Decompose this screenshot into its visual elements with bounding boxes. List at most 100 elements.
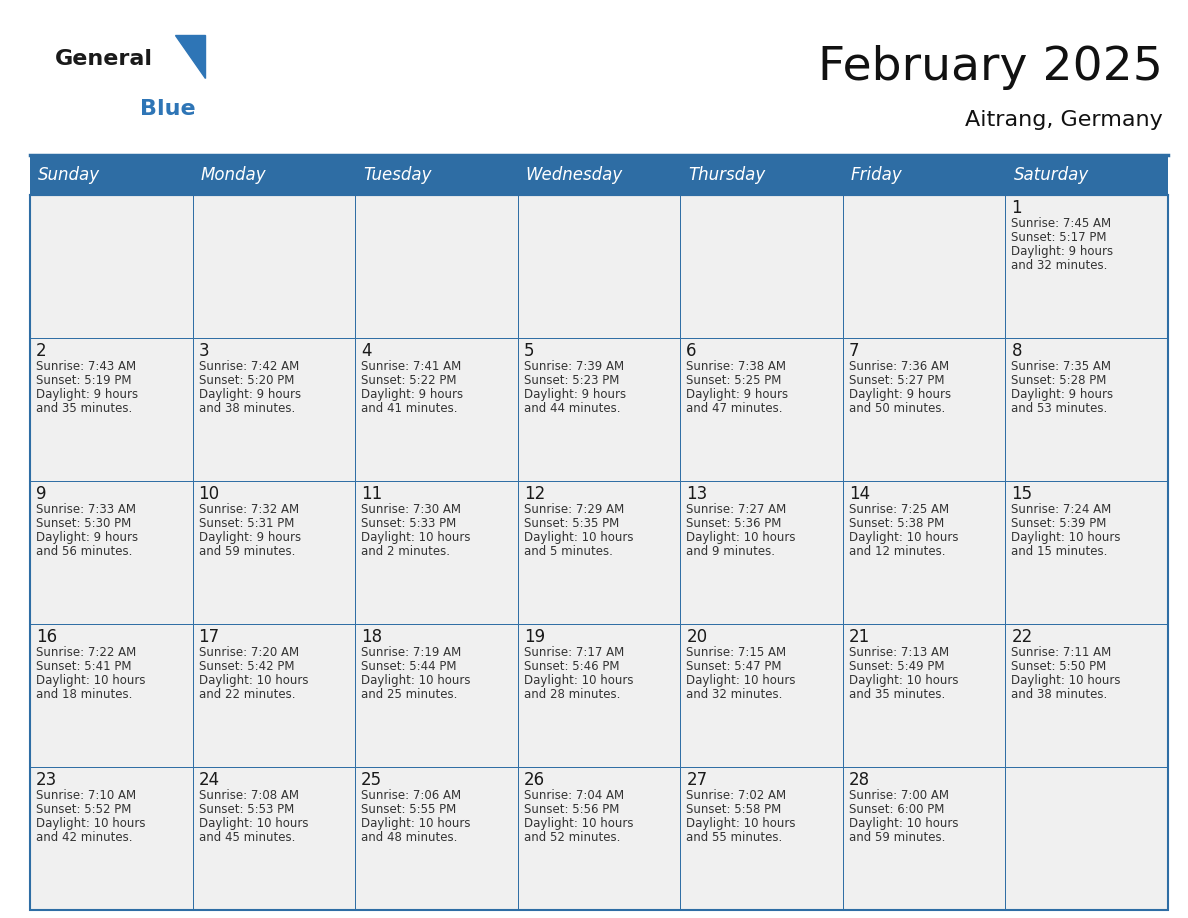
Text: 5: 5 — [524, 342, 535, 360]
Text: 2: 2 — [36, 342, 46, 360]
Text: 23: 23 — [36, 771, 57, 789]
Text: and 47 minutes.: and 47 minutes. — [687, 402, 783, 415]
Text: 14: 14 — [849, 485, 870, 503]
Text: Daylight: 10 hours: Daylight: 10 hours — [198, 817, 308, 830]
Bar — [842, 338, 1005, 481]
Text: Sunrise: 7:41 AM: Sunrise: 7:41 AM — [361, 360, 461, 373]
Text: Daylight: 10 hours: Daylight: 10 hours — [687, 674, 796, 687]
Text: and 9 minutes.: and 9 minutes. — [687, 545, 776, 558]
Text: Friday: Friday — [851, 166, 903, 184]
Text: and 12 minutes.: and 12 minutes. — [849, 545, 946, 558]
Text: Sunrise: 7:43 AM: Sunrise: 7:43 AM — [36, 360, 137, 373]
Text: and 53 minutes.: and 53 minutes. — [1011, 402, 1107, 415]
Text: 10: 10 — [198, 485, 220, 503]
Text: 18: 18 — [361, 628, 383, 646]
Text: 17: 17 — [198, 628, 220, 646]
Text: Daylight: 10 hours: Daylight: 10 hours — [524, 817, 633, 830]
Text: and 48 minutes.: and 48 minutes. — [361, 831, 457, 844]
Text: Sunset: 5:17 PM: Sunset: 5:17 PM — [1011, 231, 1107, 244]
Text: Sunrise: 7:08 AM: Sunrise: 7:08 AM — [198, 789, 298, 802]
Text: Sunset: 5:25 PM: Sunset: 5:25 PM — [687, 374, 782, 387]
Text: Aitrang, Germany: Aitrang, Germany — [965, 110, 1163, 130]
Text: Daylight: 10 hours: Daylight: 10 hours — [849, 674, 959, 687]
Text: and 52 minutes.: and 52 minutes. — [524, 831, 620, 844]
Text: Sunset: 5:52 PM: Sunset: 5:52 PM — [36, 803, 132, 816]
Text: Daylight: 10 hours: Daylight: 10 hours — [687, 531, 796, 544]
Text: Sunrise: 7:11 AM: Sunrise: 7:11 AM — [1011, 646, 1112, 659]
Bar — [1005, 195, 1168, 338]
Bar — [355, 338, 518, 481]
Text: and 38 minutes.: and 38 minutes. — [198, 402, 295, 415]
Text: Sunrise: 7:06 AM: Sunrise: 7:06 AM — [361, 789, 461, 802]
Text: 28: 28 — [849, 771, 870, 789]
Text: Daylight: 10 hours: Daylight: 10 hours — [361, 531, 470, 544]
Text: Daylight: 9 hours: Daylight: 9 hours — [1011, 245, 1113, 258]
Text: and 44 minutes.: and 44 minutes. — [524, 402, 620, 415]
Text: 24: 24 — [198, 771, 220, 789]
Text: Sunset: 5:33 PM: Sunset: 5:33 PM — [361, 517, 456, 530]
Text: Sunset: 5:19 PM: Sunset: 5:19 PM — [36, 374, 132, 387]
Text: Sunrise: 7:20 AM: Sunrise: 7:20 AM — [198, 646, 298, 659]
Bar — [518, 767, 681, 910]
Text: Daylight: 9 hours: Daylight: 9 hours — [198, 531, 301, 544]
Text: General: General — [55, 49, 153, 69]
Text: and 28 minutes.: and 28 minutes. — [524, 688, 620, 701]
Text: Sunset: 5:38 PM: Sunset: 5:38 PM — [849, 517, 944, 530]
Text: Daylight: 10 hours: Daylight: 10 hours — [687, 817, 796, 830]
Text: Daylight: 9 hours: Daylight: 9 hours — [36, 531, 138, 544]
Text: Sunset: 5:22 PM: Sunset: 5:22 PM — [361, 374, 456, 387]
Text: 8: 8 — [1011, 342, 1022, 360]
Bar — [355, 767, 518, 910]
Bar — [1005, 338, 1168, 481]
Bar — [681, 624, 842, 767]
Text: Sunset: 5:53 PM: Sunset: 5:53 PM — [198, 803, 293, 816]
Bar — [192, 481, 355, 624]
Text: and 41 minutes.: and 41 minutes. — [361, 402, 457, 415]
Text: 3: 3 — [198, 342, 209, 360]
Bar — [1005, 481, 1168, 624]
Text: Sunrise: 7:24 AM: Sunrise: 7:24 AM — [1011, 503, 1112, 516]
Text: and 50 minutes.: and 50 minutes. — [849, 402, 946, 415]
Text: 4: 4 — [361, 342, 372, 360]
Text: and 38 minutes.: and 38 minutes. — [1011, 688, 1107, 701]
Text: and 42 minutes.: and 42 minutes. — [36, 831, 133, 844]
Text: Sunrise: 7:02 AM: Sunrise: 7:02 AM — [687, 789, 786, 802]
Text: Sunset: 5:31 PM: Sunset: 5:31 PM — [198, 517, 293, 530]
Text: 12: 12 — [524, 485, 545, 503]
Text: and 56 minutes.: and 56 minutes. — [36, 545, 132, 558]
Text: Sunset: 5:49 PM: Sunset: 5:49 PM — [849, 660, 944, 673]
Bar — [518, 195, 681, 338]
Text: Daylight: 10 hours: Daylight: 10 hours — [36, 674, 145, 687]
Text: Daylight: 10 hours: Daylight: 10 hours — [1011, 531, 1121, 544]
Text: and 59 minutes.: and 59 minutes. — [198, 545, 295, 558]
Text: and 18 minutes.: and 18 minutes. — [36, 688, 132, 701]
Text: Daylight: 10 hours: Daylight: 10 hours — [524, 531, 633, 544]
Text: Sunrise: 7:19 AM: Sunrise: 7:19 AM — [361, 646, 461, 659]
Bar — [681, 481, 842, 624]
Text: Tuesday: Tuesday — [364, 166, 431, 184]
Bar — [30, 338, 192, 481]
Text: Sunrise: 7:39 AM: Sunrise: 7:39 AM — [524, 360, 624, 373]
Text: Sunday: Sunday — [38, 166, 100, 184]
Text: Monday: Monday — [201, 166, 266, 184]
Bar — [192, 624, 355, 767]
Bar — [842, 624, 1005, 767]
Bar — [30, 155, 1168, 195]
Text: Sunrise: 7:36 AM: Sunrise: 7:36 AM — [849, 360, 949, 373]
Text: Sunset: 5:42 PM: Sunset: 5:42 PM — [198, 660, 295, 673]
Text: Sunrise: 7:22 AM: Sunrise: 7:22 AM — [36, 646, 137, 659]
Text: Sunrise: 7:33 AM: Sunrise: 7:33 AM — [36, 503, 135, 516]
Text: 19: 19 — [524, 628, 545, 646]
Text: 13: 13 — [687, 485, 708, 503]
Bar — [842, 195, 1005, 338]
Bar — [30, 481, 192, 624]
Text: Sunrise: 7:10 AM: Sunrise: 7:10 AM — [36, 789, 137, 802]
Text: Sunset: 5:55 PM: Sunset: 5:55 PM — [361, 803, 456, 816]
Text: Daylight: 10 hours: Daylight: 10 hours — [361, 817, 470, 830]
Text: Daylight: 10 hours: Daylight: 10 hours — [36, 817, 145, 830]
Text: Sunset: 5:39 PM: Sunset: 5:39 PM — [1011, 517, 1107, 530]
Bar — [355, 195, 518, 338]
Bar — [192, 338, 355, 481]
Text: Sunrise: 7:25 AM: Sunrise: 7:25 AM — [849, 503, 949, 516]
Bar — [518, 338, 681, 481]
